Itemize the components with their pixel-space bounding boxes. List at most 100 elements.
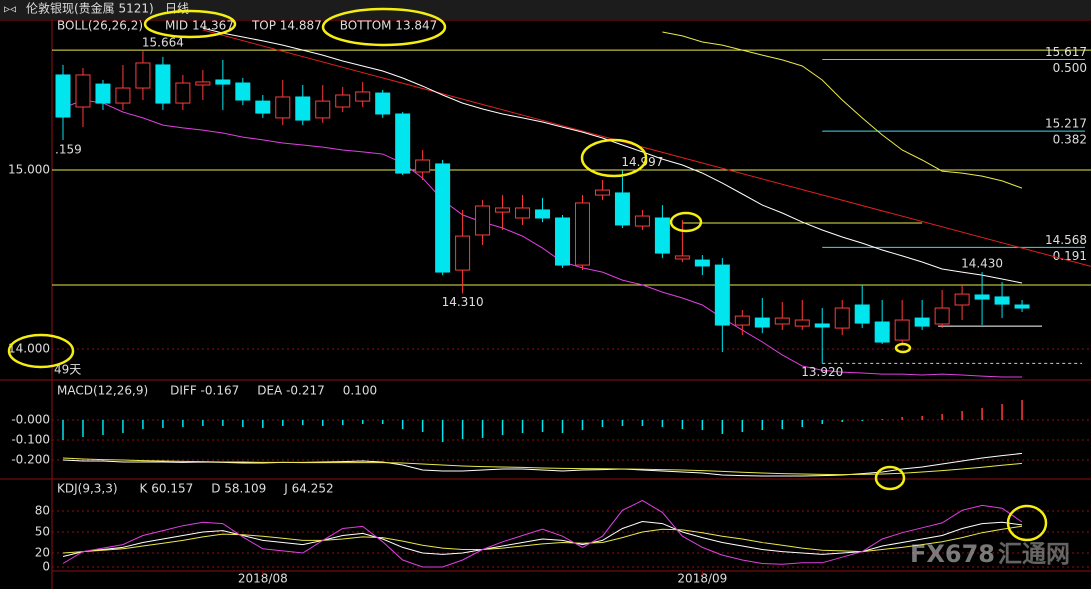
fib-price: 15.217 — [1045, 117, 1087, 131]
legend-entry: D 58.109 — [211, 482, 266, 496]
candle-body — [614, 192, 630, 226]
indicator-line — [62, 99, 1022, 378]
indicator-line — [62, 499, 1023, 568]
y-tick-label: 0 — [42, 559, 50, 573]
candle-body — [535, 209, 551, 219]
y-tick-label: -0.000 — [11, 413, 50, 427]
highlight-circle — [874, 465, 906, 491]
fib-ratio: 0.382 — [1053, 133, 1087, 147]
plot: 15.000 14.000 15.617 0.500 15.217 0.382 14.568… — [8, 19, 1091, 586]
duration-label: 49天 — [54, 363, 81, 377]
y-tick-label: 15.000 — [8, 163, 50, 177]
candle-body — [355, 91, 371, 102]
x-tick-label: 2018/09 — [677, 572, 727, 586]
legend-entry: MID 14.367 — [165, 19, 234, 33]
watermark-name: 汇通网 — [998, 540, 1070, 568]
candle-body — [774, 317, 790, 325]
candle-body — [235, 82, 251, 101]
candle-body — [994, 296, 1010, 305]
candle-body — [874, 321, 890, 343]
legend-entry: J 64.252 — [283, 482, 333, 496]
highlight-circle — [7, 333, 75, 369]
candle-body — [395, 113, 411, 174]
edge-label: .159 — [55, 143, 82, 157]
candle-body — [175, 82, 191, 104]
candle-body — [814, 323, 830, 328]
legend-entry: TOP 14.887 — [251, 19, 322, 33]
highlight-circle — [1006, 504, 1048, 542]
candle-body — [894, 319, 910, 341]
y-tick-label: 14.000 — [8, 342, 50, 356]
panel-title: MACD(12,26,9) — [57, 384, 148, 398]
candle-body — [515, 207, 531, 219]
candle-body — [1014, 304, 1030, 309]
candle-body — [714, 264, 730, 326]
candle-body — [834, 307, 850, 329]
symbol-title: 伦敦银现(贵金属 5121) — [26, 1, 154, 16]
price-annotation: 14.997 — [621, 155, 663, 169]
candle-body — [155, 64, 171, 104]
candle-body — [734, 315, 750, 326]
x-tick-label: 2018/08 — [238, 572, 288, 586]
candle-body — [694, 259, 710, 267]
panel-title: KDJ(9,3,3) — [57, 482, 118, 496]
candle-body — [275, 96, 291, 119]
highlight-circle — [143, 9, 237, 39]
title-bar — [0, 0, 1091, 19]
indicator-line — [202, 27, 1023, 284]
candle-body — [954, 293, 970, 306]
candle-body — [495, 207, 511, 213]
trend-line — [202, 29, 1091, 267]
candle-body — [115, 87, 131, 104]
candle-body — [854, 304, 870, 324]
price-annotation: 14.310 — [442, 295, 484, 309]
highlight-circle — [580, 138, 648, 178]
candle-body — [914, 317, 930, 327]
candle-body — [435, 163, 451, 273]
candle-body — [215, 79, 231, 85]
legend-entry: DIFF -0.167 — [170, 384, 239, 398]
candle-body — [455, 235, 471, 271]
candle-body — [195, 81, 211, 86]
highlight-circle — [321, 7, 447, 47]
price-annotation: 14.430 — [961, 257, 1003, 271]
fib-price: 14.568 — [1045, 233, 1087, 247]
watermark-brand: FX678 — [910, 540, 995, 568]
y-tick-label: 20 — [35, 545, 50, 559]
y-tick-label: 80 — [35, 504, 50, 518]
candle-body — [754, 317, 770, 328]
indicator-line — [662, 31, 1023, 189]
price-annotation: 13.920 — [801, 365, 843, 379]
highlight-circle — [894, 342, 912, 354]
candle-body — [594, 189, 610, 196]
highlight-circle — [669, 211, 703, 233]
y-tick-label: -0.100 — [11, 433, 50, 447]
candle-body — [135, 62, 151, 89]
legend-entry: K 60.157 — [140, 482, 194, 496]
candle-body — [55, 74, 71, 118]
legend-entry: BOTTOM 13.847 — [340, 19, 438, 33]
price-annotation: 15.664 — [142, 36, 184, 50]
fib-ratio: 0.191 — [1053, 249, 1087, 263]
candle-body — [255, 100, 271, 114]
macd-value: 0.100 — [343, 384, 377, 398]
candle-body — [974, 294, 990, 300]
candle-body — [654, 217, 670, 254]
candle-body — [75, 74, 91, 108]
fib-ratio: 0.500 — [1053, 61, 1087, 75]
candle-body — [375, 92, 391, 115]
candle-body — [794, 319, 810, 327]
candle-body — [634, 215, 650, 227]
candle-body — [315, 100, 331, 119]
y-tick-label: -0.200 — [11, 453, 50, 467]
candle-body — [475, 205, 491, 236]
candle-body — [95, 83, 111, 104]
candle-body — [574, 202, 590, 266]
nav-icon[interactable]: ▹◃ — [4, 2, 16, 16]
candle-body — [415, 159, 431, 173]
candle-body — [335, 94, 351, 108]
candle-body — [295, 96, 311, 121]
legend-entry: DEA -0.217 — [257, 384, 325, 398]
